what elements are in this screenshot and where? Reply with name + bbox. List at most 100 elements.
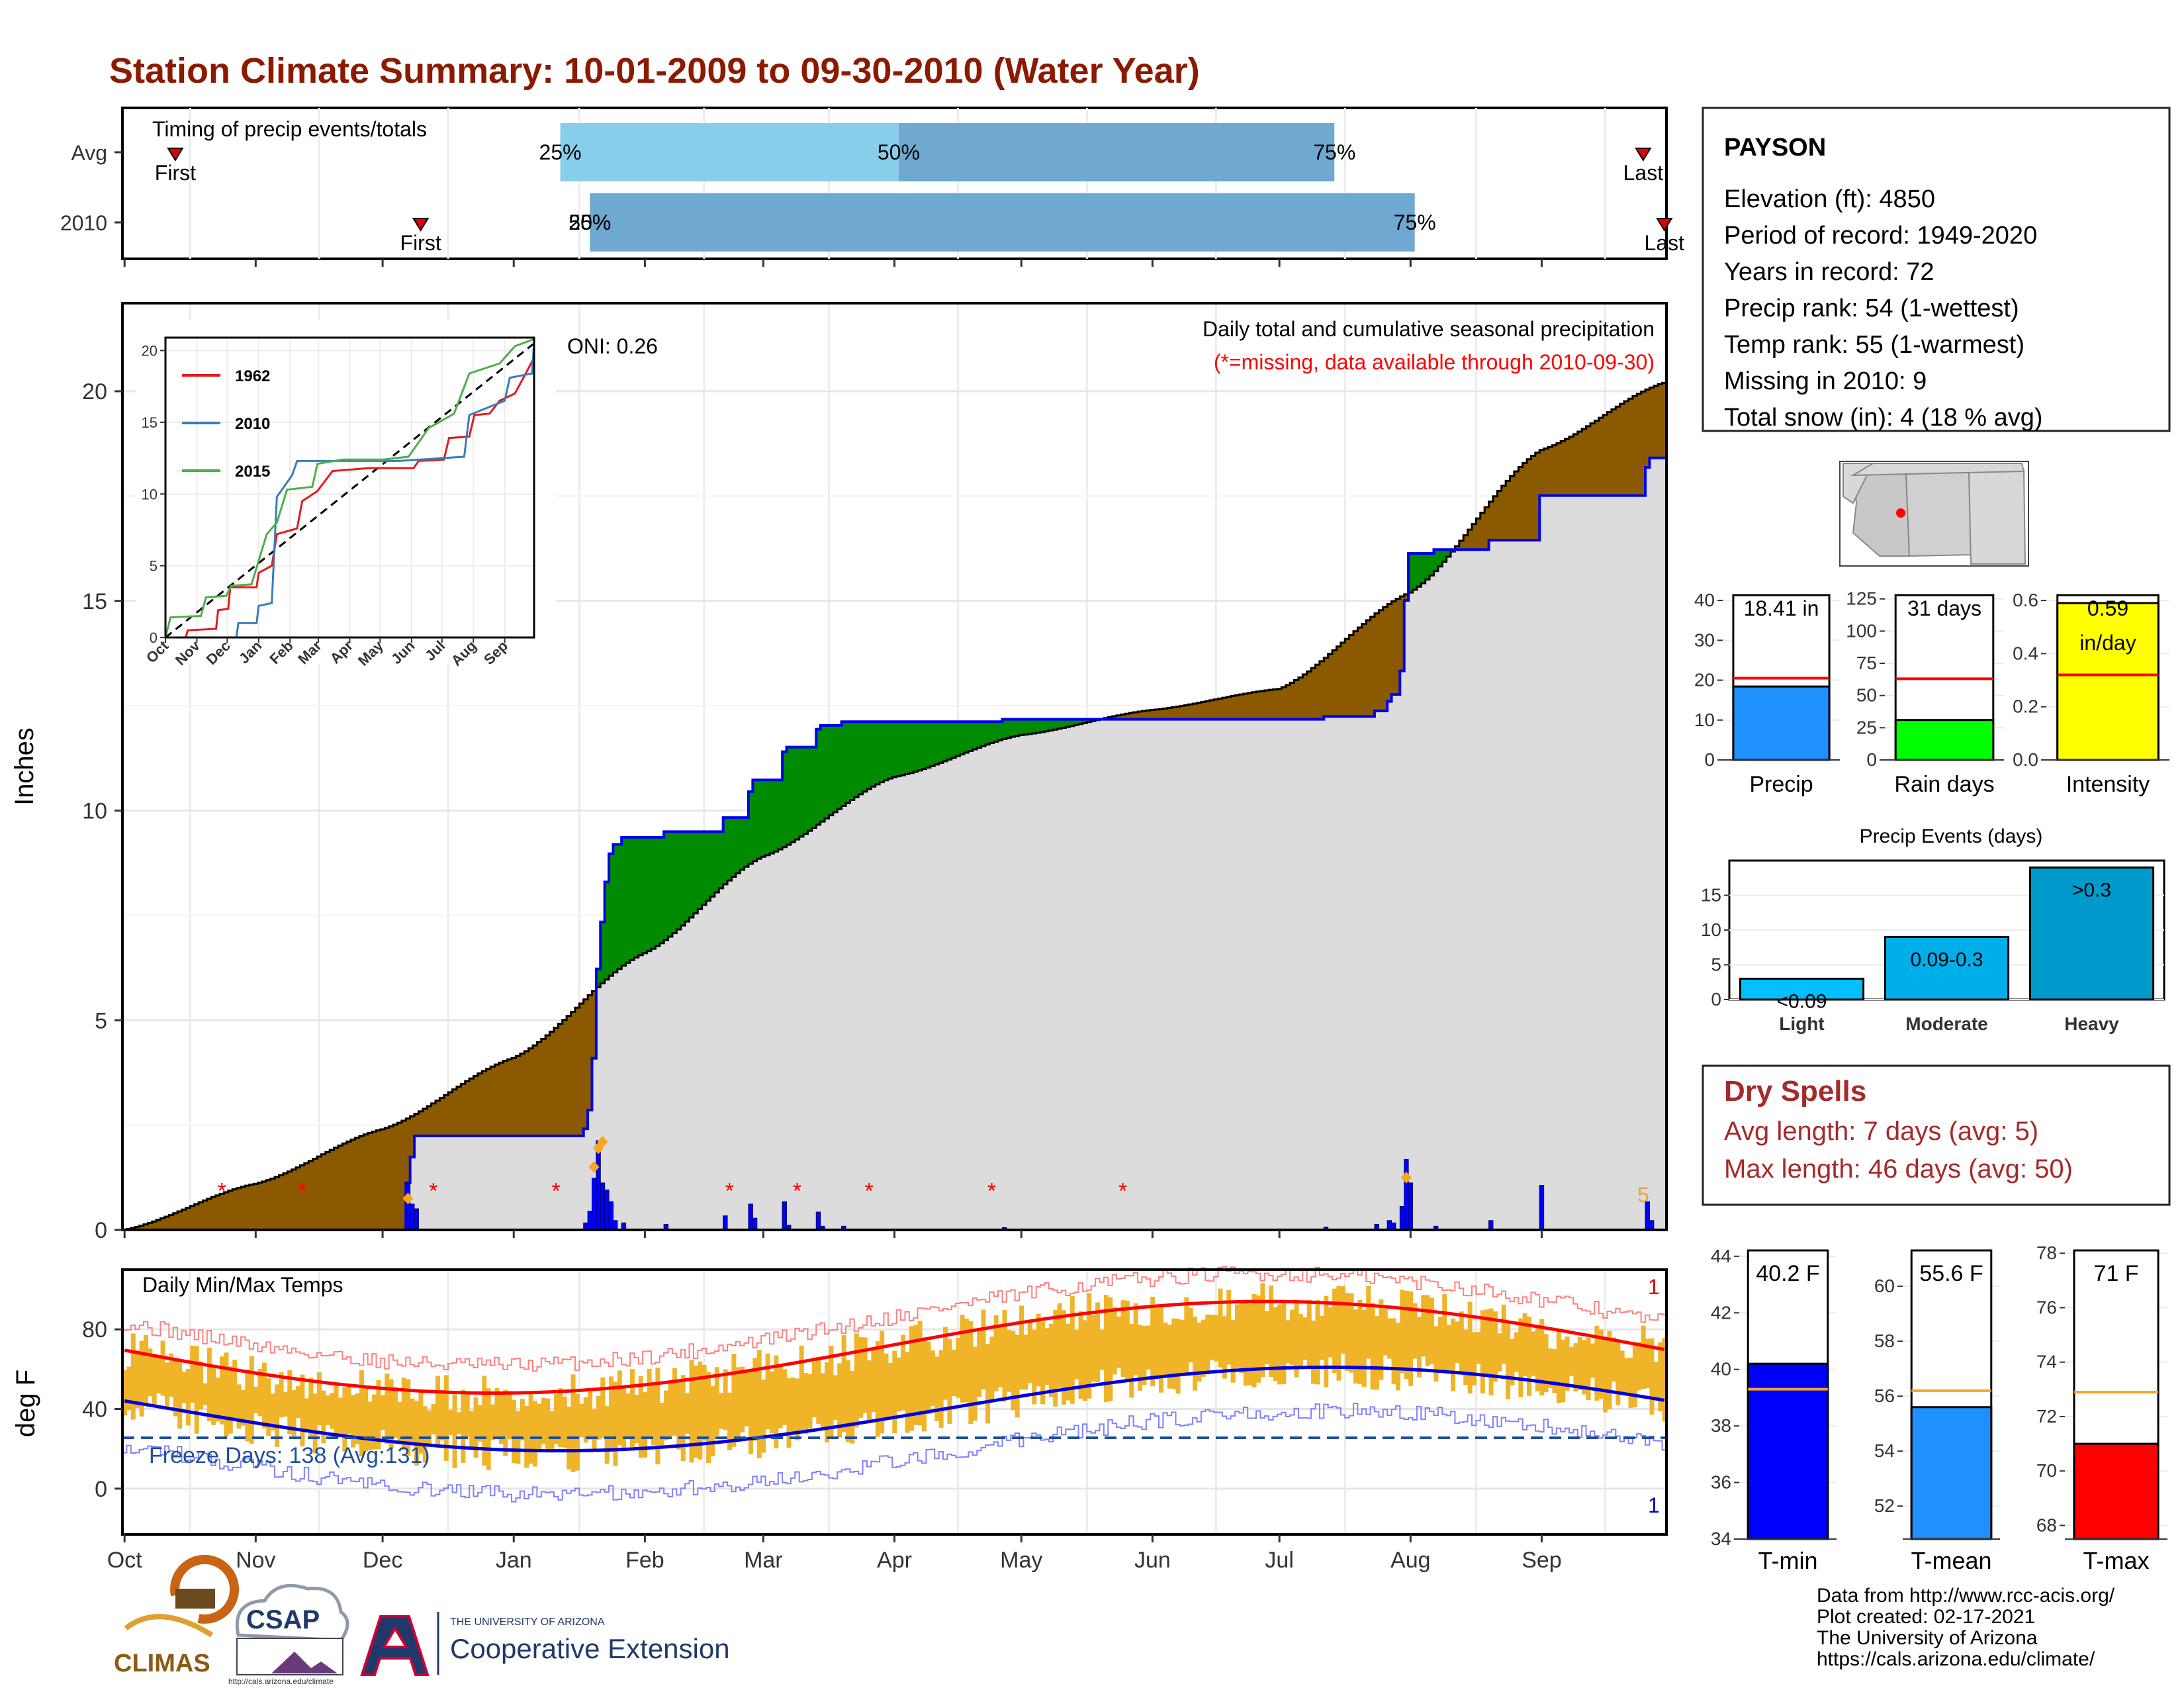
daily-temp-bar <box>909 1326 914 1431</box>
record-high-count: 1 <box>1648 1275 1660 1299</box>
station-locator-map <box>1839 461 2029 567</box>
daily-temp-bar <box>1311 1321 1316 1384</box>
daily-temp-bar <box>1290 1309 1295 1366</box>
daily-temp-bar <box>126 1366 132 1411</box>
daily-temp-bar <box>854 1333 859 1428</box>
daily-temp-bar <box>1463 1329 1469 1385</box>
daily-temp-bar <box>261 1362 267 1429</box>
daily-temp-bar <box>240 1389 246 1426</box>
daily-temp-bar <box>291 1389 296 1436</box>
events-y-tick-label: 10 <box>1701 919 1721 940</box>
daily-temp-bar <box>659 1403 664 1449</box>
daily-temp-bar <box>651 1385 656 1446</box>
climas-logo-text: CLIMAS <box>114 1650 210 1677</box>
summary-precip-y-tick-label: 30 <box>1694 630 1715 650</box>
daily-temp-bar <box>731 1354 737 1447</box>
station-info-line: Precip rank: 54 (1-wettest) <box>1724 295 2019 322</box>
daily-temp-bar <box>367 1401 373 1450</box>
summary-intensity-y-tick-label: 0.0 <box>2013 749 2038 770</box>
missing-data-marker: * <box>1118 1179 1127 1204</box>
daily-temp-bar <box>1527 1316 1532 1396</box>
daily-temp-bar <box>702 1364 707 1441</box>
temperature-summary-charts: 34 36 38 40 42 44 40.2 F T-min 52 54 56 58 60 55.6 F T… <box>1711 1243 2167 1574</box>
daily-temp-bar <box>380 1395 385 1430</box>
freeze-days-label: Freeze Days: 138 (Avg:131) <box>149 1443 430 1468</box>
csap-logo-text: CSAP <box>246 1605 320 1634</box>
missing-data-marker: * <box>725 1179 734 1204</box>
daily-temp-bar <box>503 1389 508 1456</box>
temp-summary-t-mean-value-bar <box>1910 1406 1993 1540</box>
daily-temp-bar <box>676 1382 682 1450</box>
coop-extension-text: Cooperative Extension <box>450 1633 730 1664</box>
summary-precip-value-label: 18.41 in <box>1744 596 1819 620</box>
temps-label: Daily Min/Max Temps <box>142 1273 343 1297</box>
daily-temp-bar <box>1091 1315 1096 1382</box>
missing-data-marker: * <box>552 1179 561 1204</box>
events-bar <box>1884 936 2010 1001</box>
precip-y-tick-label: 20 <box>82 379 107 404</box>
daily-temp-bar <box>427 1410 432 1446</box>
temp-summary-t-min-axis-label: T-min <box>1758 1547 1818 1574</box>
daily-temp-bar <box>1658 1342 1663 1412</box>
daily-temp-bar <box>1451 1318 1456 1391</box>
daily-temp-bar <box>698 1361 703 1460</box>
precip-daily-bar <box>608 1201 614 1231</box>
station-info-line: Years in record: 72 <box>1724 258 1934 286</box>
events-bar-label: 0.09-0.3 <box>1910 949 1983 971</box>
daily-temp-bar <box>1404 1290 1409 1380</box>
daily-temp-bar <box>1383 1309 1388 1356</box>
temp-y-tick-label: 0 <box>95 1477 107 1502</box>
daily-temp-bar <box>1543 1334 1549 1393</box>
summary-rain-days-axis-label: Rain days <box>1894 772 1994 797</box>
timing-q75-label: 75% <box>1394 211 1436 234</box>
daily-temp-bar <box>1324 1295 1329 1387</box>
missing-data-marker: * <box>298 1179 306 1204</box>
page-title: Station Climate Summary: 10-01-2009 to 0… <box>109 51 1200 91</box>
inset-y-tick-label: 10 <box>142 486 158 502</box>
events-bar <box>1739 978 1865 1001</box>
missing-data-marker: * <box>218 1179 226 1204</box>
daily-temp-bar <box>553 1394 559 1444</box>
daily-temp-bar <box>896 1357 901 1412</box>
daily-temp-bar <box>1535 1326 1540 1391</box>
precip-common-area <box>122 457 1666 1231</box>
daily-temp-bar <box>778 1364 783 1429</box>
precip-daily-bar <box>1387 1220 1392 1231</box>
temp-summary-t-max-y-tick-label: 76 <box>2036 1297 2057 1317</box>
ua-block-a <box>360 1615 430 1676</box>
daily-temp-bar <box>1374 1316 1379 1390</box>
daily-temp-bar <box>1243 1299 1248 1386</box>
daily-temp-bar <box>1193 1316 1198 1391</box>
precip-daily-bar <box>782 1201 788 1231</box>
daily-temp-bar <box>1349 1293 1354 1373</box>
daily-temp-bar <box>825 1362 830 1443</box>
temperature-panel: Daily Min/Max Temps Freeze Days: 138 (Av… <box>11 1266 1668 1573</box>
summary-rain-days-value-label: 31 days <box>1907 596 1981 620</box>
month-label: Sep <box>1522 1548 1562 1573</box>
daily-temp-bar <box>1006 1330 1011 1392</box>
missing-data-marker: * <box>987 1179 996 1204</box>
precip-daily-bar <box>815 1211 821 1231</box>
daily-temp-bar <box>507 1391 512 1440</box>
map-state-new-mexico <box>1905 470 1972 557</box>
month-label: Aug <box>1390 1548 1431 1573</box>
temp-summary-t-mean-y-tick-label: 54 <box>1874 1440 1895 1461</box>
summary-precip-y-tick-label: 20 <box>1694 670 1715 690</box>
daily-temp-bar <box>972 1346 978 1421</box>
daily-temp-bar <box>253 1386 259 1413</box>
precip-daily-bar <box>414 1208 419 1231</box>
daily-temp-bar <box>1255 1295 1261 1383</box>
temp-summary-t-min-y-tick-label: 44 <box>1711 1246 1731 1266</box>
daily-temp-bar <box>613 1382 618 1466</box>
precip-y-tick-label: 0 <box>95 1218 107 1243</box>
daily-temp-bar <box>469 1411 475 1449</box>
daily-temp-bar <box>630 1369 635 1447</box>
daily-temp-bar <box>1488 1308 1494 1395</box>
station-info-line: Missing in 2010: 9 <box>1724 367 1927 395</box>
daily-temp-bar <box>634 1394 639 1444</box>
daily-temp-bar <box>545 1398 551 1451</box>
daily-temp-bar <box>249 1356 254 1444</box>
events-category-label: Light <box>1779 1013 1824 1034</box>
precip-y-tick-label: 5 <box>95 1008 107 1033</box>
